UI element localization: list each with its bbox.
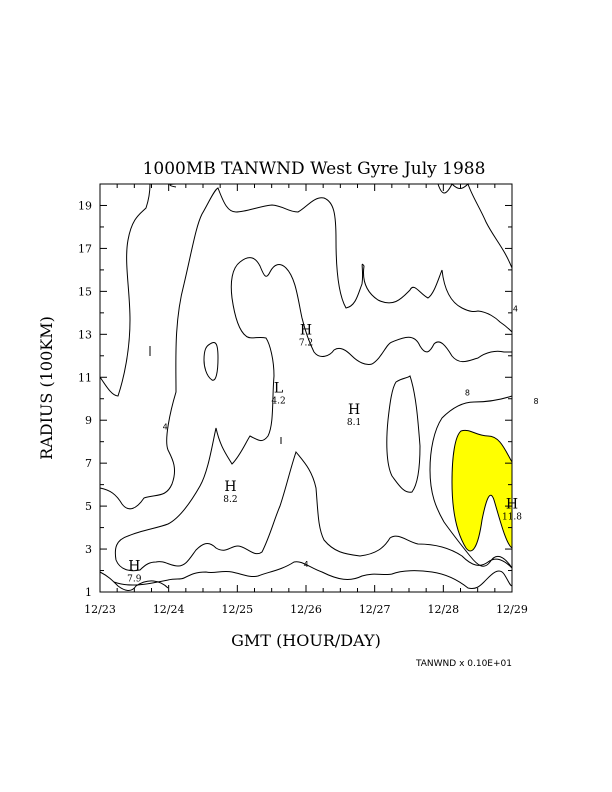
y-tick-label: 11 xyxy=(78,371,92,384)
contour-line xyxy=(114,257,512,561)
y-tick-label: 9 xyxy=(85,414,92,427)
highlight-region xyxy=(451,429,513,552)
extremum-value: 7.2 xyxy=(299,338,313,348)
extremum-value: 11.8 xyxy=(502,512,522,522)
contour-line xyxy=(429,395,513,569)
x-tick-label: 12/26 xyxy=(290,603,322,616)
x-tick-label: 12/29 xyxy=(496,603,528,616)
y-tick-label: 15 xyxy=(78,285,92,298)
contour-label: 4 xyxy=(163,423,168,432)
high-marker: H xyxy=(224,479,236,495)
high-marker: H xyxy=(506,496,518,512)
x-tick-label: 12/23 xyxy=(84,603,116,616)
x-tick-label: 12/24 xyxy=(153,603,185,616)
extremum-value: 7.9 xyxy=(127,575,142,585)
x-tick-label: 12/28 xyxy=(427,603,459,616)
contour-line xyxy=(113,561,513,589)
contour-line xyxy=(99,571,169,591)
high-marker: H xyxy=(128,559,140,575)
extrema-markers: H7.2L4.2H8.1H8.2 H11.8H7.9 xyxy=(127,322,522,584)
y-tick-label: 5 xyxy=(85,500,92,513)
low-marker: L xyxy=(274,380,283,396)
x-tick-label: 12/25 xyxy=(221,603,253,616)
extremum-value: 8.1 xyxy=(347,418,361,428)
contour-line xyxy=(386,375,421,493)
contour-value-labels: 4 4 8 8 4 xyxy=(163,305,539,570)
contour-line xyxy=(169,183,177,188)
y-axis-title: RADIUS (100KM) xyxy=(37,316,56,460)
extremum-value: 4.2 xyxy=(271,396,285,406)
x-axis-title: GMT (HOUR/DAY) xyxy=(231,631,381,650)
extremum-value: 8.2 xyxy=(223,495,237,505)
contour-line xyxy=(437,183,513,269)
contour-label: 8 xyxy=(533,397,538,406)
contour-line xyxy=(99,183,151,397)
contour-label: 4 xyxy=(513,305,518,314)
high-marker: H xyxy=(300,322,312,338)
contour-line xyxy=(203,342,219,381)
contour-lines xyxy=(99,183,513,591)
contour-label: 8 xyxy=(465,388,470,397)
x-tick-label: 12/27 xyxy=(359,603,391,616)
contour-line xyxy=(99,187,513,510)
scale-note: TANWND x 0.10E+01 xyxy=(415,659,512,669)
y-tick-label: 13 xyxy=(78,328,92,341)
contour-line xyxy=(115,450,513,572)
x-axis-ticks: 12/23 12/24 12/25 12/26 12/27 12/28 12/29 xyxy=(84,184,528,616)
contour-label: 4 xyxy=(303,560,308,569)
high-marker: H xyxy=(348,402,360,418)
y-tick-label: 1 xyxy=(85,586,92,599)
y-tick-label: 17 xyxy=(78,242,92,255)
y-tick-label: 3 xyxy=(85,543,92,556)
y-tick-label: 7 xyxy=(85,457,92,470)
chart-title: 1000MB TANWND West Gyre July 1988 xyxy=(143,159,486,179)
y-tick-label: 19 xyxy=(78,199,92,212)
